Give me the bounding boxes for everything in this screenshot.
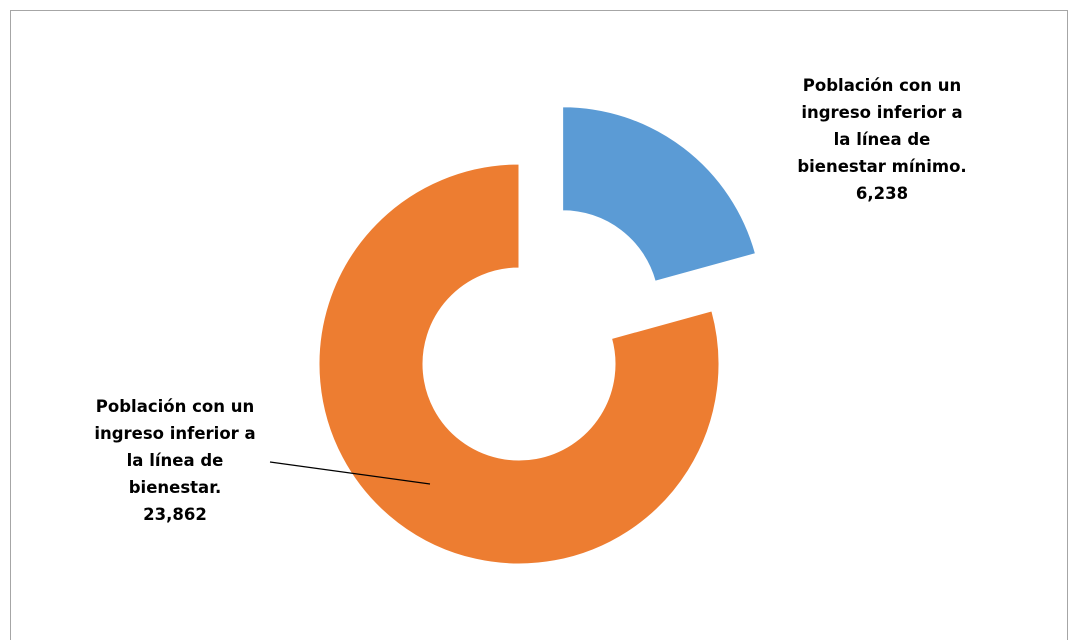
chart-area: [10, 10, 1068, 640]
slice-bienestar: [318, 163, 720, 565]
slice-label-line: la línea de: [833, 130, 931, 149]
slice-bienestar-minimo: [562, 106, 757, 282]
slice-value-label: 23,862: [143, 505, 207, 524]
slice-label-bienestar: Población con un ingreso inferior a la l…: [70, 393, 280, 528]
slice-label-line: Población con un: [802, 76, 962, 95]
slice-label-line: bienestar.: [128, 478, 222, 497]
slice-label-line: bienestar mínimo.: [797, 157, 967, 176]
leader-line: [269, 461, 431, 485]
slice-label-line: la línea de: [126, 451, 224, 470]
slice-value-label: 6,238: [855, 184, 909, 203]
slice-label-line: ingreso inferior a: [801, 103, 963, 122]
slice-label-minimo: Población con un ingreso inferior a la l…: [777, 72, 987, 207]
slice-label-line: ingreso inferior a: [94, 424, 256, 443]
slice-label-line: Población con un: [95, 397, 255, 416]
